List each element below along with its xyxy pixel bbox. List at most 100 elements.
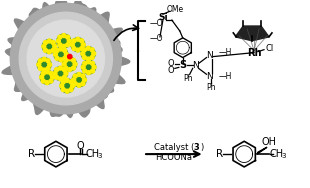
Circle shape: [72, 78, 76, 82]
Circle shape: [73, 62, 77, 66]
Circle shape: [81, 82, 85, 86]
Circle shape: [80, 39, 84, 43]
Circle shape: [62, 33, 66, 37]
Circle shape: [77, 83, 81, 87]
Circle shape: [55, 56, 59, 60]
Text: O: O: [167, 59, 174, 68]
Circle shape: [53, 71, 57, 75]
Circle shape: [71, 84, 75, 88]
Text: CH: CH: [86, 149, 100, 159]
Circle shape: [42, 57, 46, 61]
Text: 3: 3: [281, 153, 286, 159]
Text: R: R: [216, 149, 223, 159]
Circle shape: [58, 35, 62, 39]
Circle shape: [69, 88, 73, 92]
Circle shape: [56, 39, 60, 43]
Circle shape: [47, 50, 51, 54]
Circle shape: [91, 69, 95, 73]
Text: OH: OH: [261, 137, 277, 147]
Circle shape: [67, 39, 71, 43]
Circle shape: [72, 58, 75, 62]
Circle shape: [45, 70, 49, 74]
Circle shape: [81, 74, 85, 78]
Circle shape: [90, 55, 94, 59]
Circle shape: [40, 70, 54, 84]
Circle shape: [63, 49, 67, 52]
Text: OMe: OMe: [166, 5, 184, 14]
Circle shape: [69, 80, 73, 84]
Circle shape: [48, 63, 52, 67]
Text: —O: —O: [150, 19, 164, 28]
Circle shape: [72, 46, 76, 50]
Circle shape: [86, 46, 90, 50]
Circle shape: [68, 54, 72, 59]
Circle shape: [51, 48, 55, 52]
Circle shape: [40, 75, 44, 79]
Circle shape: [53, 52, 57, 56]
Circle shape: [87, 71, 91, 75]
Circle shape: [83, 69, 87, 73]
Circle shape: [46, 59, 50, 63]
Circle shape: [61, 80, 65, 84]
Circle shape: [27, 20, 104, 97]
Circle shape: [92, 65, 96, 69]
Circle shape: [82, 78, 86, 82]
Text: CH: CH: [270, 149, 284, 159]
Circle shape: [41, 71, 45, 75]
Circle shape: [46, 67, 50, 70]
Circle shape: [87, 60, 91, 64]
Text: Si: Si: [158, 13, 168, 22]
Circle shape: [76, 48, 80, 52]
Circle shape: [47, 39, 51, 43]
Circle shape: [72, 39, 76, 43]
Circle shape: [80, 46, 84, 50]
Circle shape: [64, 71, 68, 75]
Text: ): ): [201, 143, 204, 152]
Circle shape: [91, 61, 95, 65]
Circle shape: [82, 60, 95, 74]
Circle shape: [72, 73, 86, 87]
Circle shape: [51, 41, 55, 45]
Circle shape: [64, 52, 68, 56]
Circle shape: [76, 37, 80, 41]
Circle shape: [37, 58, 51, 71]
Circle shape: [59, 47, 63, 51]
Circle shape: [90, 48, 94, 52]
Circle shape: [59, 58, 63, 62]
Circle shape: [49, 71, 53, 75]
Text: 3: 3: [97, 153, 102, 159]
Polygon shape: [235, 26, 269, 41]
Circle shape: [49, 79, 53, 83]
Circle shape: [68, 68, 72, 72]
Text: N: N: [192, 61, 199, 70]
Text: O: O: [167, 66, 174, 75]
Circle shape: [38, 67, 42, 70]
Circle shape: [63, 56, 67, 60]
Text: 3: 3: [194, 143, 200, 152]
Circle shape: [55, 68, 59, 72]
Circle shape: [42, 44, 46, 48]
Polygon shape: [257, 147, 267, 154]
Circle shape: [81, 52, 85, 56]
Circle shape: [62, 75, 66, 79]
Circle shape: [10, 3, 121, 114]
Circle shape: [45, 81, 49, 85]
Circle shape: [77, 72, 81, 76]
Circle shape: [53, 44, 57, 48]
Circle shape: [64, 66, 68, 70]
Text: N: N: [206, 72, 213, 81]
Text: Ph: Ph: [207, 83, 216, 92]
Circle shape: [81, 65, 85, 69]
Circle shape: [62, 44, 66, 48]
Circle shape: [43, 41, 47, 45]
Circle shape: [73, 74, 77, 78]
Circle shape: [43, 48, 47, 52]
Circle shape: [51, 75, 55, 79]
Circle shape: [42, 39, 56, 53]
Circle shape: [82, 55, 86, 59]
Text: R: R: [28, 149, 35, 159]
Circle shape: [60, 79, 74, 93]
Circle shape: [59, 77, 62, 81]
Circle shape: [71, 38, 85, 52]
Circle shape: [60, 84, 64, 88]
